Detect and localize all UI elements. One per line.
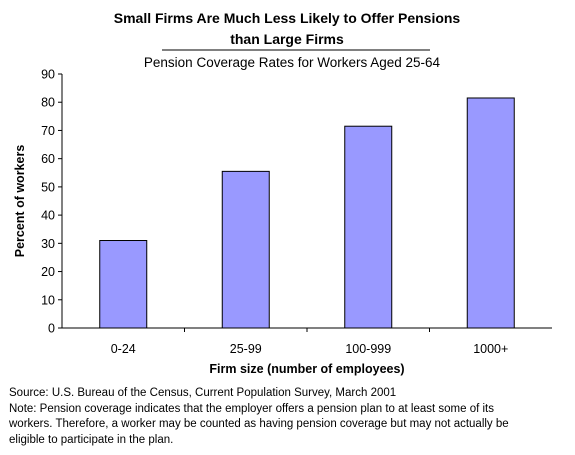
source-note: Source: U.S. Bureau of the Census, Curre… (9, 387, 397, 399)
y-tick-label: 60 (41, 152, 55, 166)
x-tick-label: 1000+ (473, 342, 508, 356)
y-tick-label: 0 (48, 322, 55, 336)
bar-25-99 (221, 170, 270, 329)
y-tick-label: 40 (41, 209, 55, 223)
chart-subtitle: Pension Coverage Rates for Workers Aged … (144, 55, 441, 70)
bar-0-24 (99, 240, 148, 329)
pension-note-line-1: Note: Pension coverage indicates that th… (9, 402, 494, 415)
bar-1000+ (466, 97, 515, 329)
y-tick-label: 20 (41, 265, 55, 279)
x-tick-label: 0-24 (111, 342, 136, 356)
y-tick-label: 90 (41, 68, 55, 82)
x-tick-label: 25-99 (230, 342, 262, 356)
bar-100-999 (344, 125, 393, 329)
x-tick-label: 100-999 (345, 342, 391, 356)
plot-area: 0 10 20 30 40 50 60 70 80 90 0-24 25-99 100-999 1000+ (41, 68, 552, 356)
bar-chart: Small Firms Are Much Less Likely to Offe… (13, 10, 552, 376)
y-tick-label: 80 (41, 96, 55, 110)
pension-note-line-3: eligible to participate in the plan. (9, 433, 174, 446)
y-tick-label: 10 (41, 293, 55, 307)
y-tick-label: 30 (41, 237, 55, 251)
chart-title-line-2: than Large Firms (230, 31, 344, 47)
y-axis-label: Percent of workers (13, 145, 27, 258)
x-axis-label: Firm size (number of employees) (209, 362, 404, 376)
y-tick-label: 50 (41, 180, 55, 194)
chart-title-line-1: Small Firms Are Much Less Likely to Offe… (114, 10, 461, 26)
footnotes: Source: U.S. Bureau of the Census, Curre… (9, 386, 569, 448)
pension-note-line-2: workers. Therefore, a worker may be coun… (9, 418, 509, 430)
y-tick-label: 70 (41, 124, 55, 138)
